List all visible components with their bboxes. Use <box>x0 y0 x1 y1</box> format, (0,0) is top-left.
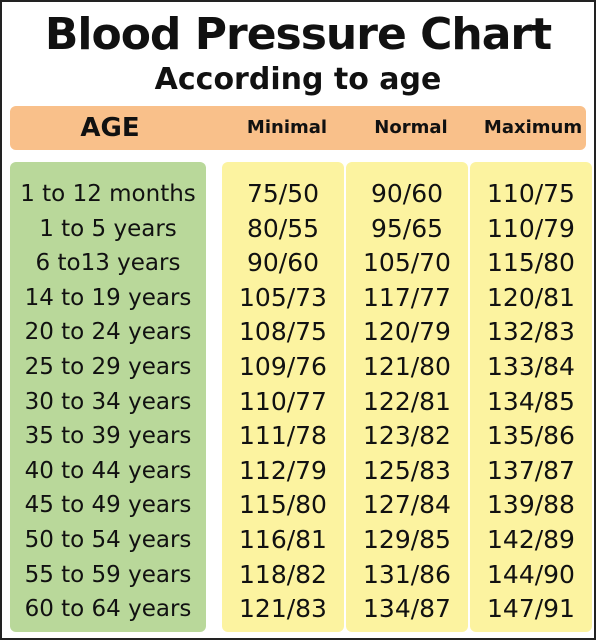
header-maximum: Maximum <box>483 117 583 138</box>
normal-cell: 117/77 <box>363 282 451 312</box>
normal-cell: 125/83 <box>363 455 451 485</box>
page-title: Blood Pressure Chart <box>44 9 552 60</box>
header-minimal: Minimal <box>246 117 328 138</box>
minimal-cell: 116/81 <box>239 525 327 554</box>
minimal-cell: 110/77 <box>239 386 327 416</box>
age-cell: 40 to 44 years <box>24 457 192 484</box>
maximum-cell: 110/79 <box>487 213 575 243</box>
minimal-cell: 109/76 <box>239 352 327 381</box>
age-cell: 35 to 39 years <box>24 423 192 450</box>
maximum-cell: 147/91 <box>487 594 575 624</box>
age-cell: 55 to 59 years <box>24 561 192 588</box>
age-cell: 20 to 24 years <box>24 319 192 346</box>
maximum-cell: 132/83 <box>487 317 575 347</box>
minimal-cell: 111/78 <box>239 421 327 451</box>
minimal-cell: 112/79 <box>239 455 327 485</box>
age-cell: 50 to 54 years <box>24 527 192 553</box>
maximum-cell: 144/90 <box>487 559 575 589</box>
minimal-column <box>222 162 344 632</box>
table-header: AGE Minimal Normal Maximum <box>10 106 586 150</box>
maximum-cell: 137/87 <box>487 455 575 485</box>
minimal-cell: 108/75 <box>239 317 327 347</box>
age-cell: 1 to 12 months <box>20 181 196 207</box>
minimal-cell: 121/83 <box>239 594 327 624</box>
header-age: AGE <box>80 113 140 143</box>
maximum-cell: 139/88 <box>487 490 575 520</box>
normal-cell: 134/87 <box>363 594 451 624</box>
age-cell: 25 to 29 years <box>24 354 192 380</box>
maximum-column <box>470 162 592 632</box>
normal-cell: 123/82 <box>363 421 451 451</box>
minimal-cell: 80/55 <box>246 213 320 243</box>
maximum-cell: 134/85 <box>487 386 575 416</box>
maximum-cell: 142/89 <box>487 525 575 554</box>
age-cell: 6 to13 years <box>35 250 181 277</box>
minimal-cell: 105/73 <box>239 282 327 312</box>
age-cell: 1 to 5 years <box>39 215 177 242</box>
normal-cell: 95/65 <box>370 213 444 243</box>
normal-cell: 105/70 <box>363 248 451 278</box>
normal-cell: 127/84 <box>363 490 451 520</box>
minimal-cell: 115/80 <box>239 490 327 520</box>
normal-cell: 129/85 <box>363 525 451 554</box>
normal-cell: 120/79 <box>363 317 451 347</box>
age-column <box>10 162 206 632</box>
age-cell: 60 to 64 years <box>24 596 192 623</box>
minimal-cell: 75/50 <box>246 179 320 208</box>
page-subtitle: According to age <box>154 62 442 97</box>
age-cell: 14 to 19 years <box>24 284 192 311</box>
maximum-cell: 133/84 <box>487 352 575 381</box>
normal-cell: 131/86 <box>363 559 451 589</box>
maximum-cell: 115/80 <box>487 248 575 278</box>
minimal-cell: 118/82 <box>239 559 327 589</box>
normal-cell: 122/81 <box>363 386 451 416</box>
maximum-cell: 110/75 <box>487 179 575 208</box>
age-cell: 45 to 49 years <box>24 492 192 519</box>
header-normal: Normal <box>374 117 448 138</box>
normal-cell: 90/60 <box>370 179 444 208</box>
age-cell: 30 to 34 years <box>24 388 192 415</box>
normal-column <box>346 162 468 632</box>
maximum-cell: 135/86 <box>487 421 575 451</box>
normal-cell: 121/80 <box>363 352 451 381</box>
minimal-cell: 90/60 <box>246 248 320 278</box>
maximum-cell: 120/81 <box>487 282 575 312</box>
